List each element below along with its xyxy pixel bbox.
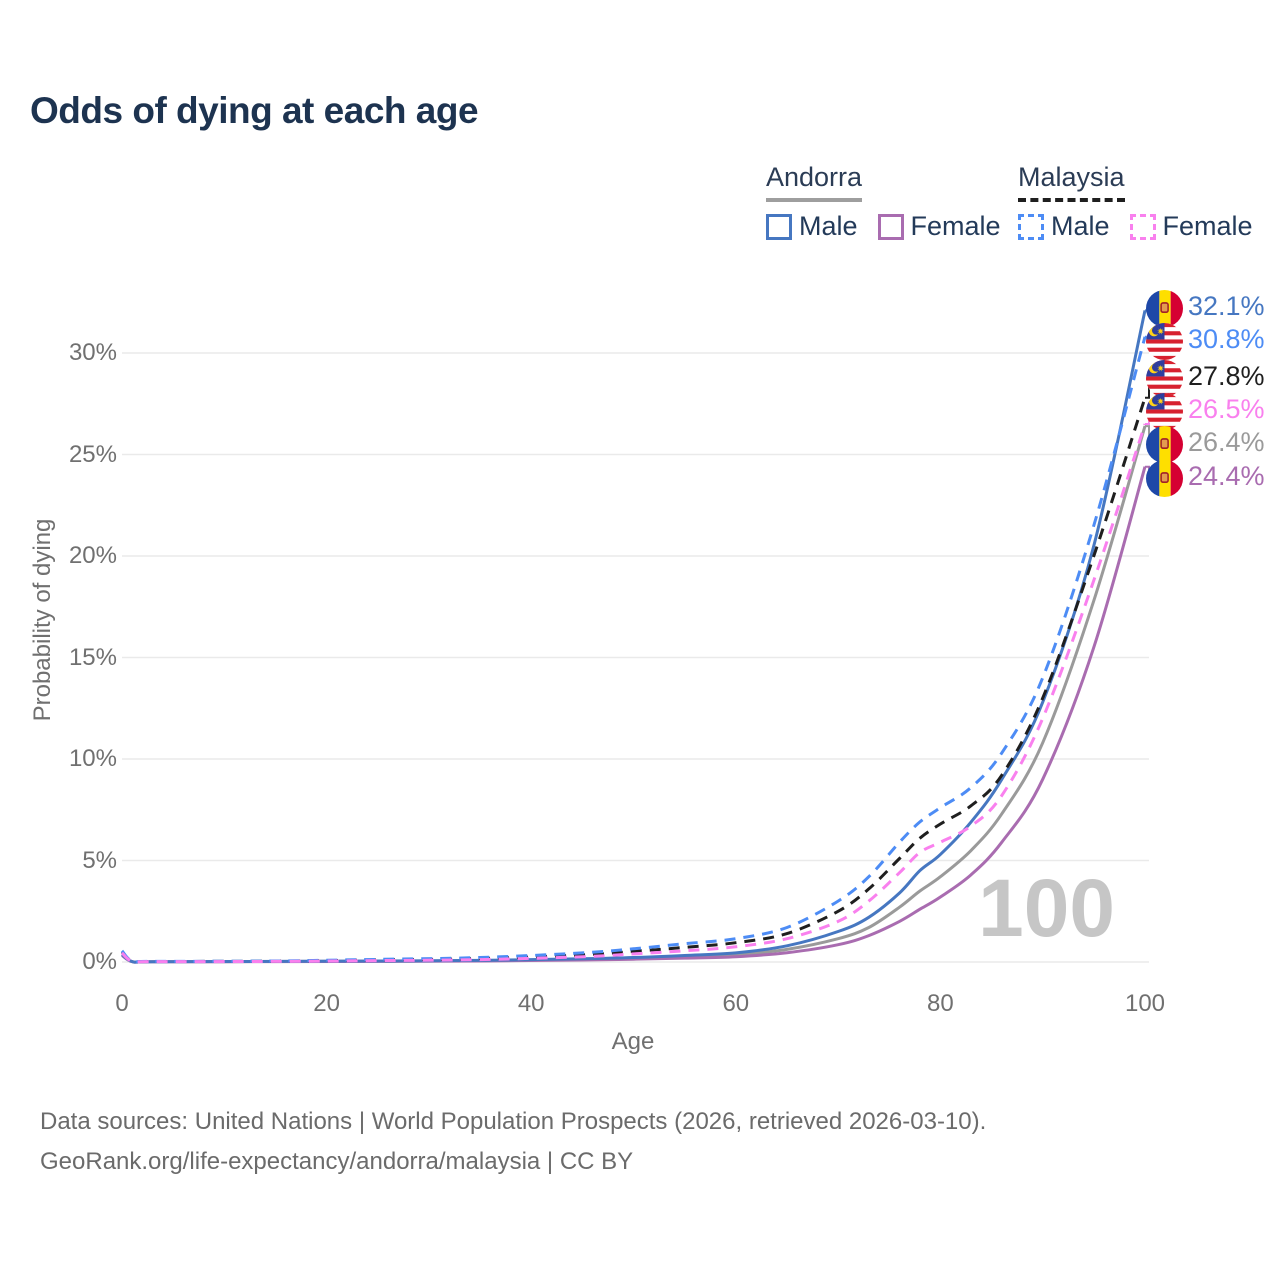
x-tick-label: 60 — [722, 990, 750, 1017]
page-title: Odds of dying at each age — [30, 90, 479, 131]
legend-country-malaysia[interactable]: Malaysia — [1018, 162, 1125, 202]
end-value-label-andorra_male: 32.1% — [1188, 291, 1265, 321]
malaysia-male-swatch-icon — [1018, 213, 1044, 240]
andorra-flag-icon — [1146, 460, 1183, 497]
y-tick-label: 25% — [68, 440, 117, 468]
x-tick-label: 100 — [1124, 990, 1166, 1017]
malaysia-flag-icon — [1146, 393, 1183, 430]
series-line-malaysia_male[interactable] — [120, 336, 1147, 964]
end-value-label-andorra_female: 24.4% — [1188, 461, 1265, 491]
footer-attribution-line: GeoRank.org/life-expectancy/andorra/mala… — [40, 1148, 634, 1175]
legend-label: Female — [1162, 211, 1253, 241]
series-line-andorra_total[interactable] — [121, 425, 1147, 964]
y-tick-label: 15% — [68, 643, 117, 671]
y-tick-label: 20% — [68, 542, 117, 569]
x-tick-label: 20 — [313, 990, 340, 1017]
legend-label: Male — [1051, 211, 1110, 241]
x-axis-title: Age — [611, 1028, 655, 1055]
andorra-flag-icon — [1146, 290, 1183, 327]
y-tick-label: 30% — [68, 339, 117, 366]
legend-label: Female — [910, 211, 1001, 241]
end-value-label-malaysia_female: 26.5% — [1188, 394, 1265, 424]
y-tick-label: 0% — [82, 948, 117, 975]
malaysia-flag-icon — [1146, 360, 1183, 397]
legend-country-andorra[interactable]: Andorra — [766, 162, 863, 202]
x-tick-label: 0 — [115, 990, 129, 1017]
footer-source-line: Data sources: United Nations | World Pop… — [40, 1108, 987, 1135]
legend-item-malaysia-male[interactable]: Male — [1018, 211, 1110, 242]
legend-group-andorra: Andorra Male Female — [766, 162, 1001, 242]
end-value-label-malaysia_male: 30.8% — [1188, 324, 1265, 354]
x-tick-label: 40 — [517, 990, 545, 1017]
andorra-flag-icon — [1146, 426, 1183, 463]
y-tick-label: 10% — [68, 745, 117, 772]
age-watermark: 100 — [978, 863, 1115, 954]
series-line-andorra_female[interactable] — [121, 466, 1147, 964]
x-tick-label: 80 — [927, 990, 954, 1017]
legend-label: Male — [799, 211, 858, 241]
end-value-label-andorra_total: 26.4% — [1188, 427, 1265, 457]
end-value-label-malaysia_total: 27.8% — [1188, 361, 1265, 391]
legend-item-malaysia-female[interactable]: Female — [1129, 211, 1253, 242]
series-line-andorra_male[interactable] — [121, 310, 1147, 964]
legend-item-andorra-female[interactable]: Female — [877, 211, 1001, 242]
andorra-male-swatch-icon — [766, 213, 792, 240]
legend-group-malaysia: Malaysia Male Female — [1018, 162, 1253, 242]
andorra-female-swatch-icon — [877, 213, 904, 240]
y-tick-label: 5% — [82, 846, 117, 874]
legend-item-andorra-male[interactable]: Male — [766, 211, 858, 242]
series-line-malaysia_female[interactable] — [120, 423, 1147, 964]
series-line-malaysia_total[interactable] — [120, 397, 1147, 964]
malaysia-flag-icon — [1146, 323, 1183, 360]
malaysia-female-swatch-icon — [1129, 213, 1156, 240]
